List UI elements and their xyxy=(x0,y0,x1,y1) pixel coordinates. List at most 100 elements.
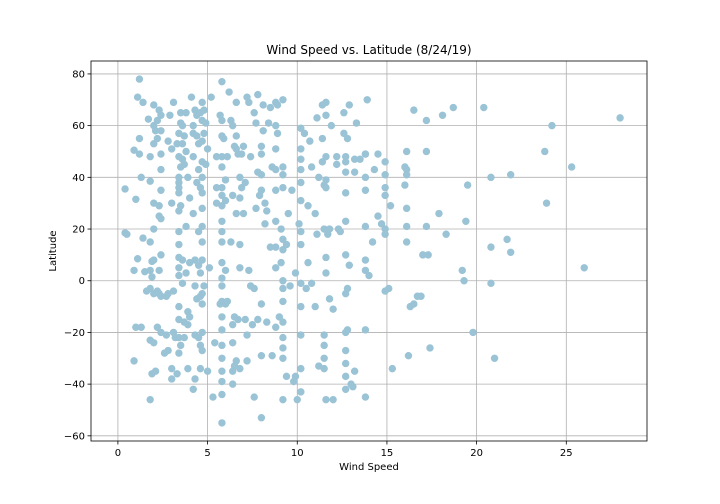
data-point xyxy=(155,202,163,210)
data-point xyxy=(291,269,300,277)
data-point xyxy=(257,351,266,360)
data-point xyxy=(272,121,280,130)
data-point xyxy=(184,173,192,182)
data-point xyxy=(218,419,226,427)
data-point xyxy=(422,147,431,156)
data-point xyxy=(261,220,269,228)
x-tick-label: 25 xyxy=(560,448,573,459)
data-point xyxy=(297,145,305,153)
data-point xyxy=(194,261,203,269)
data-point xyxy=(132,195,140,203)
data-point xyxy=(297,227,305,236)
x-tick-label: 5 xyxy=(204,448,210,459)
data-point xyxy=(241,315,249,324)
data-point xyxy=(175,349,183,357)
data-point xyxy=(306,137,314,145)
data-point xyxy=(279,297,287,306)
data-point xyxy=(365,271,373,280)
data-point xyxy=(157,165,165,174)
data-point xyxy=(236,240,244,249)
data-point xyxy=(361,173,370,182)
data-point xyxy=(350,367,359,375)
data-point xyxy=(164,346,172,355)
data-point xyxy=(139,98,147,107)
data-point xyxy=(228,191,237,200)
data-point xyxy=(232,132,240,140)
data-point xyxy=(286,282,294,290)
data-point xyxy=(279,96,287,104)
data-point xyxy=(279,395,287,404)
data-point xyxy=(341,385,350,393)
data-point xyxy=(388,364,397,373)
data-point xyxy=(284,209,292,218)
data-point xyxy=(153,323,162,331)
data-point xyxy=(422,116,431,125)
data-point xyxy=(263,207,271,215)
data-point xyxy=(123,230,131,238)
data-point xyxy=(341,372,350,381)
data-point xyxy=(487,279,495,288)
data-point xyxy=(341,251,350,259)
data-point xyxy=(175,302,183,311)
data-point xyxy=(480,103,488,112)
data-point xyxy=(272,145,280,153)
data-point xyxy=(257,414,266,422)
x-tick-label: 0 xyxy=(115,448,121,459)
plot-frame xyxy=(90,60,648,442)
data-point xyxy=(279,183,287,192)
data-point xyxy=(198,222,206,231)
y-tick-label: 80 xyxy=(72,69,85,80)
data-point xyxy=(218,390,226,399)
data-point xyxy=(272,217,280,225)
data-point xyxy=(385,284,393,293)
data-point xyxy=(198,289,206,298)
data-point xyxy=(223,297,232,306)
data-point xyxy=(232,357,240,365)
data-point xyxy=(232,98,240,107)
data-point xyxy=(234,315,242,324)
data-point xyxy=(343,326,352,334)
data-point xyxy=(135,75,144,83)
x-tick-label: 10 xyxy=(291,448,304,459)
data-point xyxy=(259,101,267,109)
data-point xyxy=(279,284,287,293)
data-point xyxy=(329,395,337,404)
data-point xyxy=(175,189,183,197)
y-tick-label: −60 xyxy=(64,431,85,442)
data-point xyxy=(223,152,232,161)
data-point xyxy=(361,222,370,231)
data-point xyxy=(198,98,206,107)
data-point xyxy=(218,163,226,171)
data-point xyxy=(297,364,305,373)
data-point xyxy=(282,372,291,381)
data-point xyxy=(207,93,215,101)
data-point xyxy=(272,323,280,331)
data-point xyxy=(218,258,226,267)
data-point xyxy=(150,225,158,233)
data-point xyxy=(137,173,145,182)
data-point xyxy=(133,255,142,263)
data-point xyxy=(374,212,382,220)
data-point xyxy=(327,121,336,130)
data-point xyxy=(182,109,190,117)
data-point xyxy=(297,279,305,288)
data-point xyxy=(268,351,276,360)
data-point xyxy=(182,269,190,277)
data-point xyxy=(506,171,515,179)
data-point xyxy=(257,142,266,151)
data-point xyxy=(198,346,206,355)
data-point xyxy=(178,256,187,264)
data-point xyxy=(307,163,316,171)
data-point xyxy=(135,134,144,143)
data-point xyxy=(279,344,287,352)
data-point xyxy=(341,158,350,166)
data-point xyxy=(490,354,499,362)
data-point xyxy=(315,173,323,182)
data-point xyxy=(463,181,472,189)
data-point xyxy=(193,178,201,187)
data-point xyxy=(381,158,389,166)
data-point xyxy=(150,256,158,264)
data-point xyxy=(297,240,305,249)
data-point xyxy=(151,367,160,375)
data-point xyxy=(205,264,214,272)
